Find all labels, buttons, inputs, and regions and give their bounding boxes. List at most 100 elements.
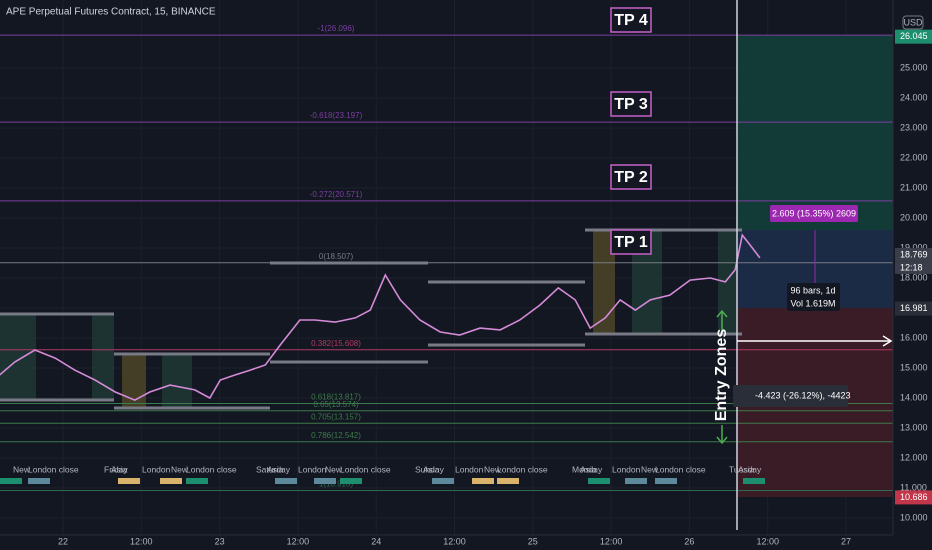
x-tick-label: 12:00 [756,536,779,546]
session-bar [340,478,362,484]
y-tick-label: 22.000 [900,152,928,162]
session-bar [588,478,610,484]
price-tag [895,247,932,262]
targets: TP 4 TP 3 TP 2 TP 1 [610,7,652,255]
session-bar [160,478,182,484]
session-label: Asia [111,464,128,474]
session-label: London [298,464,327,474]
volume-measure: Vol 1.619M [790,298,835,308]
price-tag-label: 16.981 [900,303,928,313]
price-line [0,233,761,401]
x-tick-label: 12:00 [443,536,466,546]
tp-box [610,7,652,33]
tp-box [610,164,652,190]
session-box [593,230,615,334]
bars-measure: 96 bars, 1d [790,285,835,295]
session-label: Asia [267,464,284,474]
short-measure-box [733,385,848,407]
session-bar [28,478,50,484]
session-label: Asia [423,464,440,474]
fib-label: 0.65(13.574) [313,400,359,409]
price-tag-label: 18.769 [900,249,928,259]
session-bar [275,478,297,484]
x-tick-label: 25 [528,536,538,546]
session-label: New [484,464,502,474]
y-tick-label: 13.000 [900,422,928,432]
fib-label: 1(10.918) [319,480,354,489]
countdown-box [895,261,932,274]
session-label: Sunday [415,464,445,474]
axes: 10.000 11.000 12.000 13.000 14.000 15.000 16.0… [58,29,932,546]
tp-label: TP 3 [614,96,648,113]
x-tick-label: 12:00 [600,536,623,546]
tp-label: TP 4 [614,12,648,29]
session-label: Friday [104,464,128,474]
session-label: London close [655,464,706,474]
long-measure-box [770,205,858,222]
session-box [0,314,36,400]
fib-label: 0.618(13.817) [311,393,361,402]
y-tick-label: 14.000 [900,392,928,402]
y-tick-label: 19.000 [900,242,928,252]
session-bar [743,478,765,484]
short-measure: -4.423 (-26.12%), -4423 [755,390,851,400]
tp-label: TP 1 [614,234,648,251]
entry-label: Entry Zones [713,329,730,422]
x-tick-label: 22 [58,536,68,546]
y-tick-label: 25.000 [900,62,928,72]
y-tick-label: 15.000 [900,362,928,372]
session-bar [118,478,140,484]
y-axis-panel [893,0,932,550]
session-box [718,230,737,334]
session-label: Tuesday [729,464,762,474]
y-tick-label: 16.000 [900,332,928,342]
session-bar [432,478,454,484]
session-label: New [641,464,659,474]
x-tick-label: 24 [371,536,381,546]
plot [0,233,761,401]
session-bar [186,478,208,484]
entry-arrow-head [882,335,893,347]
session-label: London close [497,464,548,474]
profit-zone [737,35,893,230]
price-tag [895,490,932,505]
session-box [162,354,192,408]
session-label: London close [28,464,79,474]
session-label: London [455,464,484,474]
y-tick-label: 24.000 [900,92,928,102]
x-tick-label: 27 [841,536,851,546]
fib-label: 0(18.507) [319,252,354,261]
y-tick-label: 18.000 [900,272,928,282]
tp-label: TP 2 [614,169,648,186]
bars-measure-box [787,283,840,311]
y-tick-label: 23.000 [900,122,928,132]
tp-box [610,91,652,117]
tp-box [610,229,652,255]
session-bar [472,478,494,484]
session-bar [497,478,519,484]
countdown: 12:18 [900,262,923,272]
range-bars [0,228,742,410]
y-tick-label: 10.000 [900,512,928,522]
session-box [92,314,114,400]
session-label: Asia [580,464,597,474]
session-label: New [325,464,343,474]
session-bar [655,478,677,484]
fib-label: 0.786(12.542) [311,431,361,440]
price-tag [895,29,932,44]
y-tick-label: 20.000 [900,212,928,222]
unit: USD [903,17,923,27]
session-label: London [612,464,641,474]
fib-label: -0.272(20.571) [310,190,363,199]
session-bar [625,478,647,484]
y-tick-label: 11.000 [900,482,927,492]
price-tag-label: 10.686 [900,492,928,502]
session-label: Asia [738,464,755,474]
chart-title: APE Perpetual Futures Contract, 15, BINA… [6,7,216,18]
session-bar [314,478,336,484]
unit-box [902,15,924,30]
price-tag [895,301,932,316]
